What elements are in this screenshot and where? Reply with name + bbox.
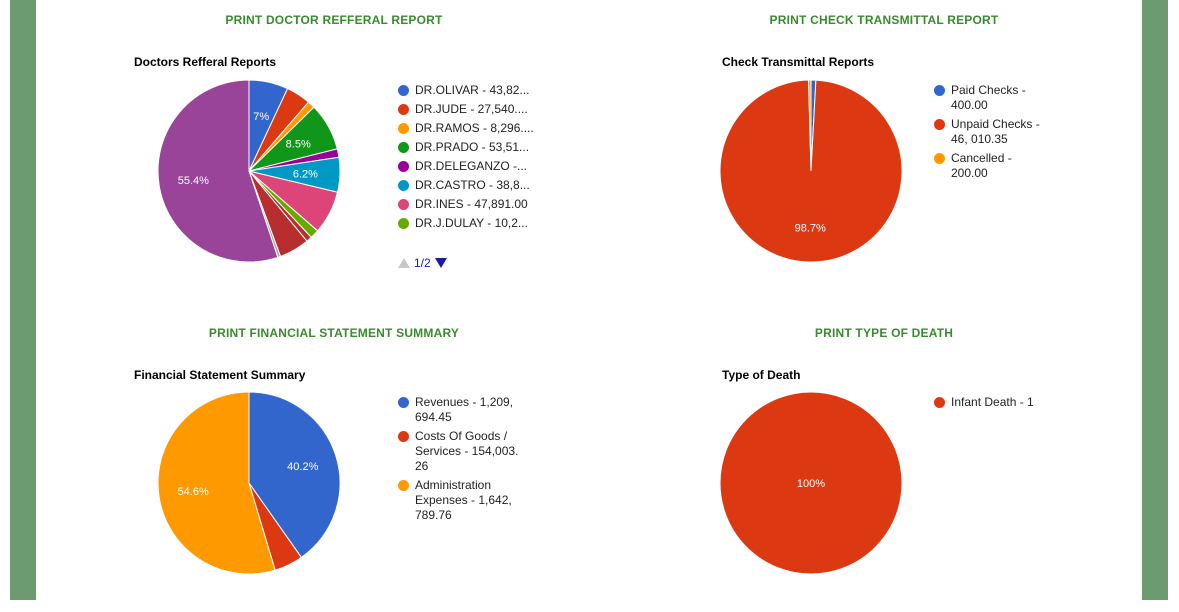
legend-dot-icon <box>398 161 409 172</box>
legend-item[interactable]: DR.INES - 47,891.00 <box>398 197 558 212</box>
legend-dot-icon <box>398 431 409 442</box>
legend-pager: 1/2 <box>398 256 447 270</box>
right-border <box>1142 0 1168 600</box>
legend-item[interactable]: Revenues - 1,209, 694.45 <box>398 395 528 425</box>
page-down-icon[interactable] <box>434 258 447 268</box>
slice-data-label: 100% <box>797 478 825 490</box>
legend-dot-icon <box>934 397 945 408</box>
legend-label: Infant Death - 1 <box>951 395 1034 409</box>
legend-label: DR.RAMOS - 8,296.... <box>415 121 534 135</box>
legend-dot-icon <box>934 153 945 164</box>
legend-label: DR.JUDE - 27,540.... <box>415 102 528 116</box>
legend-item[interactable]: Paid Checks - 400.00 <box>934 83 1044 113</box>
slice-data-label: 40.2% <box>287 461 318 473</box>
legend-item[interactable]: Costs Of Goods / Services - 154,003. 26 <box>398 429 528 474</box>
chart-title: Check Transmittal Reports <box>722 55 875 69</box>
legend-item[interactable]: Infant Death - 1 <box>934 395 1044 410</box>
legend-item[interactable]: DR.JUDE - 27,540.... <box>398 102 558 117</box>
legend-dot-icon <box>398 123 409 134</box>
legend-item[interactable]: DR.OLIVAR - 43,82... <box>398 83 558 98</box>
slice-data-label: 98.7% <box>795 222 826 234</box>
financial-summary-pie[interactable]: 40.2% 54.6% <box>157 391 341 575</box>
legend-dot-icon <box>398 218 409 229</box>
legend-label: DR.INES - 47,891.00 <box>415 197 528 211</box>
legend-label: DR.PRADO - 53,51... <box>415 140 530 154</box>
legend-item[interactable]: Unpaid Checks - 46, 010.35 <box>934 117 1044 147</box>
legend-dot-icon <box>934 85 945 96</box>
slice-data-label: 8.5% <box>286 138 311 150</box>
page-up-icon <box>398 258 410 268</box>
legend-dot-icon <box>934 119 945 130</box>
legend-label: Cancelled - 200.00 <box>951 151 1012 180</box>
print-doctor-referral-link[interactable]: PRINT DOCTOR REFFERAL REPORT <box>225 13 443 27</box>
left-border <box>10 0 36 600</box>
legend-item[interactable]: DR.DELEGANZO -... <box>398 159 558 174</box>
legend-label: DR.DELEGANZO -... <box>415 159 528 173</box>
check-transmittal-legend: Paid Checks - 400.00 Unpaid Checks - 46, … <box>934 83 1044 185</box>
legend-dot-icon <box>398 199 409 210</box>
legend-label: Administration Expenses - 1,642, 789.76 <box>415 478 512 522</box>
print-type-of-death-link[interactable]: PRINT TYPE OF DEATH <box>814 326 954 340</box>
pie-slice[interactable] <box>248 391 341 559</box>
pie-slice[interactable] <box>157 391 276 575</box>
slice-data-label: 6.2% <box>293 168 318 180</box>
doctor-referral-legend: DR.OLIVAR - 43,82... DR.JUDE - 27,540....… <box>398 83 558 235</box>
check-transmittal-panel: PRINT CHECK TRANSMITTAL REPORT Check Tra… <box>614 0 1154 300</box>
doctor-referral-pie[interactable]: 7% 8.5% 6.2% 55.4% <box>157 79 341 263</box>
print-financial-summary-link[interactable]: PRINT FINANCIAL STATEMENT SUMMARY <box>208 326 460 340</box>
slice-data-label: 55.4% <box>178 175 209 187</box>
legend-label: DR.CASTRO - 38,8... <box>415 178 530 192</box>
legend-label: Paid Checks - 400.00 <box>951 83 1026 112</box>
legend-item[interactable]: DR.CASTRO - 38,8... <box>398 178 558 193</box>
financial-summary-legend: Revenues - 1,209, 694.45 Costs Of Goods /… <box>398 395 528 527</box>
legend-dot-icon <box>398 397 409 408</box>
legend-label: Revenues - 1,209, 694.45 <box>415 395 514 424</box>
legend-label: Unpaid Checks - 46, 010.35 <box>951 117 1040 146</box>
legend-label: Costs Of Goods / Services - 154,003. 26 <box>415 429 519 473</box>
legend-dot-icon <box>398 85 409 96</box>
legend-label: DR.J.DULAY - 10,2... <box>415 216 528 230</box>
legend-dot-icon <box>398 180 409 191</box>
pie-slice[interactable] <box>808 79 812 172</box>
legend-item[interactable]: Cancelled - 200.00 <box>934 151 1044 181</box>
doctor-referral-panel: PRINT DOCTOR REFFERAL REPORT Doctors Ref… <box>64 0 604 300</box>
legend-item[interactable]: DR.J.DULAY - 10,2... <box>398 216 558 231</box>
type-of-death-legend: Infant Death - 1 <box>934 395 1044 414</box>
legend-dot-icon <box>398 480 409 491</box>
type-of-death-pie[interactable]: 100% <box>719 391 903 575</box>
print-check-transmittal-link[interactable]: PRINT CHECK TRANSMITTAL REPORT <box>769 13 999 27</box>
pie-slice[interactable] <box>719 391 903 575</box>
chart-title: Type of Death <box>722 368 801 382</box>
check-transmittal-pie[interactable]: 98.7% <box>719 79 903 263</box>
legend-dot-icon <box>398 104 409 115</box>
chart-title: Doctors Refferal Reports <box>134 55 277 69</box>
page-indicator: 1/2 <box>414 256 431 270</box>
financial-summary-panel: PRINT FINANCIAL STATEMENT SUMMARY Financ… <box>64 312 604 612</box>
legend-dot-icon <box>398 142 409 153</box>
chart-title: Financial Statement Summary <box>134 368 306 382</box>
slice-data-label: 54.6% <box>178 486 209 498</box>
legend-item[interactable]: Administration Expenses - 1,642, 789.76 <box>398 478 528 523</box>
slice-data-label: 7% <box>253 111 269 123</box>
type-of-death-panel: PRINT TYPE OF DEATH Type of Death 100% I… <box>614 312 1154 612</box>
pie-slice[interactable] <box>157 79 279 263</box>
legend-item[interactable]: DR.RAMOS - 8,296.... <box>398 121 558 136</box>
legend-label: DR.OLIVAR - 43,82... <box>415 83 530 97</box>
legend-item[interactable]: DR.PRADO - 53,51... <box>398 140 558 155</box>
